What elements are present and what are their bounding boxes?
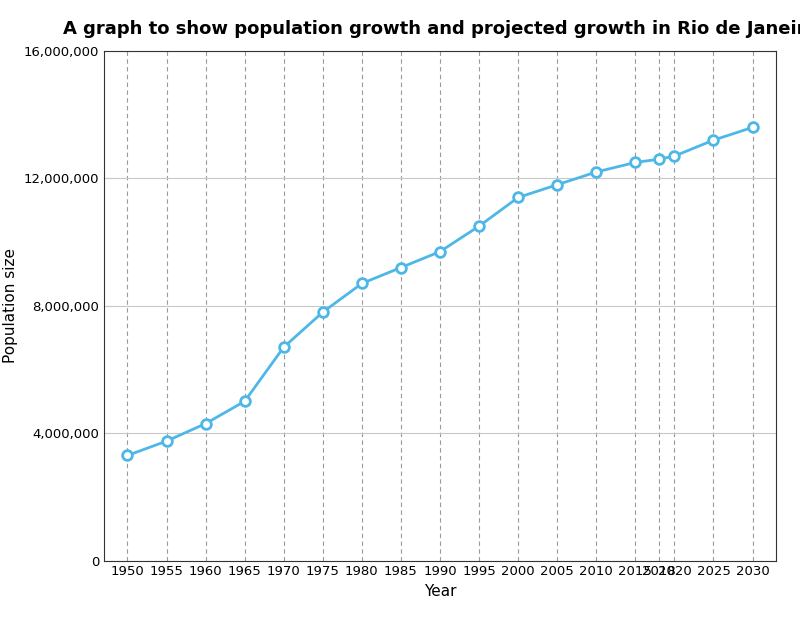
Title: A graph to show population growth and projected growth in Rio de Janeiro: A graph to show population growth and pr… <box>62 20 800 38</box>
X-axis label: Year: Year <box>424 584 456 599</box>
Y-axis label: Population size: Population size <box>3 248 18 363</box>
